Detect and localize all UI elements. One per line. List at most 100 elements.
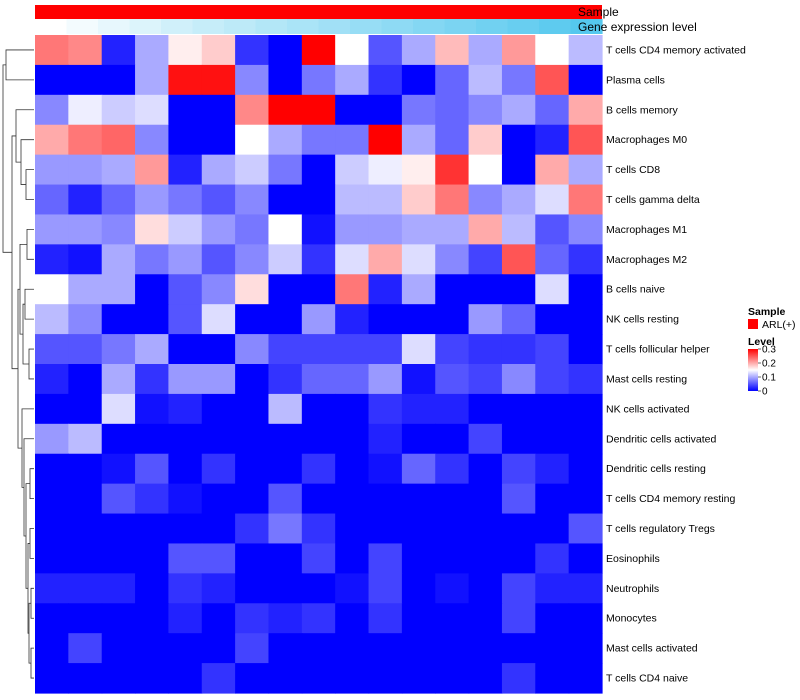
- row-label: Mast cells activated: [606, 643, 698, 655]
- heatmap-cell: [101, 423, 136, 455]
- heatmap-cell: [135, 214, 170, 245]
- heatmap-cells: [35, 35, 603, 694]
- heatmap-cell: [235, 154, 270, 186]
- heatmap-cell: [468, 573, 503, 604]
- heatmap-cell: [335, 423, 370, 455]
- column-annotations: [35, 5, 603, 34]
- heatmap-cell: [201, 244, 236, 275]
- heatmap-cell: [235, 663, 270, 694]
- heatmap-cell: [501, 663, 536, 694]
- heatmap-cell: [235, 124, 270, 156]
- heatmap-cell: [435, 603, 470, 634]
- heatmap-cell: [235, 483, 270, 515]
- heatmap-cell: [101, 543, 136, 574]
- dendrogram-branch: [11, 135, 18, 370]
- annotation-cell-gene-expression: [476, 19, 509, 34]
- heatmap-cell: [235, 364, 270, 395]
- row-label: Dendritic cells activated: [606, 433, 716, 445]
- heatmap-cell: [68, 483, 103, 515]
- heatmap-cell: [468, 35, 503, 66]
- heatmap-cell: [468, 364, 503, 395]
- heatmap-cell: [468, 274, 503, 305]
- heatmap-cell: [235, 393, 270, 425]
- heatmap-cell: [535, 94, 570, 126]
- row-label: T cells follicular helper: [606, 344, 710, 356]
- heatmap-cell: [468, 304, 503, 335]
- heatmap-cell: [168, 184, 203, 216]
- heatmap-cell: [135, 304, 170, 335]
- heatmap-cell: [301, 663, 336, 694]
- heatmap-cell: [68, 543, 103, 574]
- heatmap-cell: [401, 35, 436, 66]
- heatmap-cell: [35, 304, 69, 335]
- heatmap-cell: [168, 154, 203, 186]
- heatmap-cell: [401, 483, 436, 515]
- row-label: T cells regulatory Tregs: [606, 523, 715, 535]
- row-label: T cells CD4 memory activated: [606, 44, 746, 56]
- heatmap-cell: [335, 364, 370, 395]
- heatmap-cell: [535, 573, 570, 604]
- heatmap-cell: [235, 244, 270, 275]
- heatmap-cell: [35, 663, 69, 694]
- heatmap-cell: [535, 35, 570, 66]
- annotation-cell-gene-expression: [287, 19, 320, 34]
- heatmap-cell: [201, 35, 236, 66]
- heatmap-cell: [401, 364, 436, 395]
- heatmap-cell: [268, 64, 303, 96]
- heatmap-cell: [268, 124, 303, 156]
- heatmap-cell: [68, 184, 103, 216]
- heatmap-cell: [401, 154, 436, 186]
- row-label: Monocytes: [606, 613, 657, 625]
- heatmap-cell: [235, 94, 270, 126]
- heatmap-cell: [235, 543, 270, 574]
- heatmap-cell: [301, 94, 336, 126]
- annotation-labels: Sample Gene expression level: [578, 5, 697, 34]
- heatmap-cell: [568, 513, 603, 545]
- heatmap-cell: [301, 513, 336, 545]
- heatmap-cell: [435, 334, 470, 365]
- heatmap-cell: [101, 154, 136, 186]
- heatmap-cell: [568, 124, 603, 156]
- heatmap-cell: [368, 633, 403, 664]
- heatmap-cell: [335, 214, 370, 245]
- heatmap-cell: [501, 274, 536, 305]
- heatmap-cell: [301, 483, 336, 515]
- heatmap-cell: [535, 513, 570, 545]
- heatmap-cell: [168, 274, 203, 305]
- heatmap-cell: [135, 543, 170, 574]
- heatmap-cell: [568, 214, 603, 245]
- heatmap-cell: [68, 35, 103, 66]
- heatmap-cell: [401, 663, 436, 694]
- heatmap-cell: [201, 94, 236, 126]
- heatmap-cell: [101, 334, 136, 365]
- heatmap-cell: [268, 423, 303, 455]
- heatmap-cell: [368, 513, 403, 545]
- row-label: NK cells activated: [606, 403, 690, 415]
- heatmap-cell: [568, 304, 603, 335]
- legend-tick-label: 0: [762, 387, 768, 398]
- heatmap-cell: [101, 364, 136, 395]
- heatmap-cell: [168, 64, 203, 96]
- dendrogram-branch: [26, 229, 34, 260]
- dendrogram-branch: [23, 438, 34, 537]
- heatmap-cell: [168, 603, 203, 634]
- annotation-cell-gene-expression: [192, 19, 225, 34]
- annotation-cell-gene-expression: [129, 19, 162, 34]
- heatmap-cell: [501, 364, 536, 395]
- heatmap-cell: [301, 214, 336, 245]
- heatmap-cell: [435, 364, 470, 395]
- heatmap-cell: [501, 94, 536, 126]
- heatmap-cell: [568, 483, 603, 515]
- dendrogram-branch: [25, 169, 34, 200]
- heatmap-cell: [268, 94, 303, 126]
- annotation-bar-sample: [35, 5, 602, 19]
- heatmap-cell: [501, 513, 536, 545]
- heatmap-cell: [368, 573, 403, 604]
- heatmap-cell: [135, 423, 170, 455]
- heatmap-cell: [501, 184, 536, 216]
- legend-tick-label: 0.2: [762, 359, 776, 370]
- heatmap-cell: [401, 334, 436, 365]
- heatmap-cell: [168, 483, 203, 515]
- heatmap-cell: [501, 603, 536, 634]
- heatmap-cell: [235, 334, 270, 365]
